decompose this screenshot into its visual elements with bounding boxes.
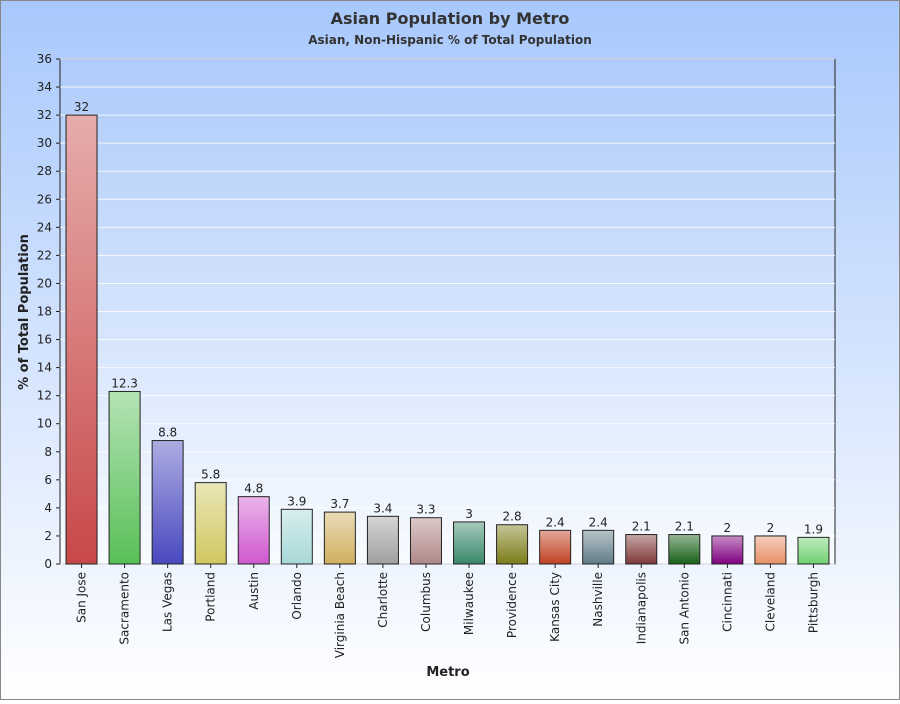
x-tick-label: Las Vegas (161, 572, 175, 632)
y-tick-label: 30 (37, 136, 52, 150)
bar (496, 524, 529, 565)
bar (151, 440, 184, 565)
x-tick-label: Kansas City (548, 572, 562, 642)
x-tick-label: Sacramento (118, 572, 132, 645)
y-axis-title: % of Total Population (17, 234, 32, 390)
value-label: 2.1 (632, 520, 651, 534)
y-tick-label: 20 (37, 276, 52, 290)
y-tick-label: 22 (37, 248, 52, 262)
x-tick-label: Cleveland (763, 572, 777, 632)
bar (539, 529, 572, 565)
y-tick-label: 0 (44, 557, 52, 571)
y-tick-label: 16 (37, 333, 52, 347)
y-tick-label: 26 (37, 192, 52, 206)
value-label: 32 (74, 100, 89, 114)
value-label: 2 (767, 521, 775, 535)
y-tick-label: 18 (37, 305, 52, 319)
value-label: 2.1 (675, 520, 694, 534)
x-tick-label: Virginia Beach (333, 572, 347, 658)
bar (108, 390, 141, 565)
value-label: 2.4 (546, 515, 565, 529)
x-tick-label: Portland (204, 572, 218, 622)
x-tick-label: Providence (505, 572, 519, 638)
x-tick-label: San Jose (75, 572, 89, 623)
value-label: 1.9 (804, 522, 823, 536)
y-tick-label: 6 (44, 473, 52, 487)
y-tick-label: 36 (37, 52, 52, 66)
bar (65, 114, 98, 565)
value-label: 2 (724, 521, 732, 535)
value-label: 4.8 (244, 482, 263, 496)
x-tick-label: San Antonio (677, 572, 691, 645)
y-tick-label: 10 (37, 417, 52, 431)
value-label: 5.8 (201, 468, 220, 482)
y-tick-label: 12 (37, 389, 52, 403)
bar (797, 536, 830, 565)
bar (194, 482, 227, 565)
value-label: 12.3 (111, 376, 138, 390)
y-tick-label: 8 (44, 445, 52, 459)
y-tick-label: 28 (37, 164, 52, 178)
bar (323, 511, 356, 565)
x-tick-label: Columbus (419, 572, 433, 632)
value-label: 3.4 (373, 501, 392, 515)
bar (754, 535, 787, 565)
value-label: 3.3 (416, 503, 435, 517)
bar (280, 508, 313, 565)
x-tick-label: Orlando (290, 572, 304, 620)
chart-title: Asian Population by Metro (331, 9, 570, 28)
x-tick-label: Milwaukee (462, 572, 476, 635)
value-label: 3 (465, 507, 473, 521)
x-axis-title: Metro (426, 665, 469, 680)
bar (625, 534, 658, 565)
x-tick-label: Indianapolis (634, 572, 648, 644)
x-tick-label: Nashville (591, 572, 605, 627)
y-tick-label: 34 (37, 80, 52, 94)
x-tick-label: Charlotte (376, 572, 390, 628)
bar (409, 517, 442, 565)
y-tick-label: 14 (37, 361, 52, 375)
y-tick-label: 24 (37, 220, 52, 234)
bar (453, 521, 486, 565)
bar (366, 515, 399, 565)
x-tick-label: Pittsburgh (806, 572, 820, 633)
bar (711, 535, 744, 565)
value-label: 8.8 (158, 426, 177, 440)
value-label: 3.9 (287, 494, 306, 508)
bar (668, 534, 701, 565)
bar (582, 529, 615, 565)
y-tick-label: 2 (44, 529, 52, 543)
y-tick-label: 4 (44, 501, 52, 515)
y-tick-label: 32 (37, 108, 52, 122)
value-label: 2.4 (589, 515, 608, 529)
value-label: 3.7 (330, 497, 349, 511)
x-tick-label: Austin (247, 572, 261, 610)
chart-subtitle: Asian, Non-Hispanic % of Total Populatio… (308, 33, 592, 47)
bar (237, 496, 270, 565)
x-tick-label: Cincinnati (720, 572, 734, 632)
value-label: 2.8 (503, 510, 522, 524)
